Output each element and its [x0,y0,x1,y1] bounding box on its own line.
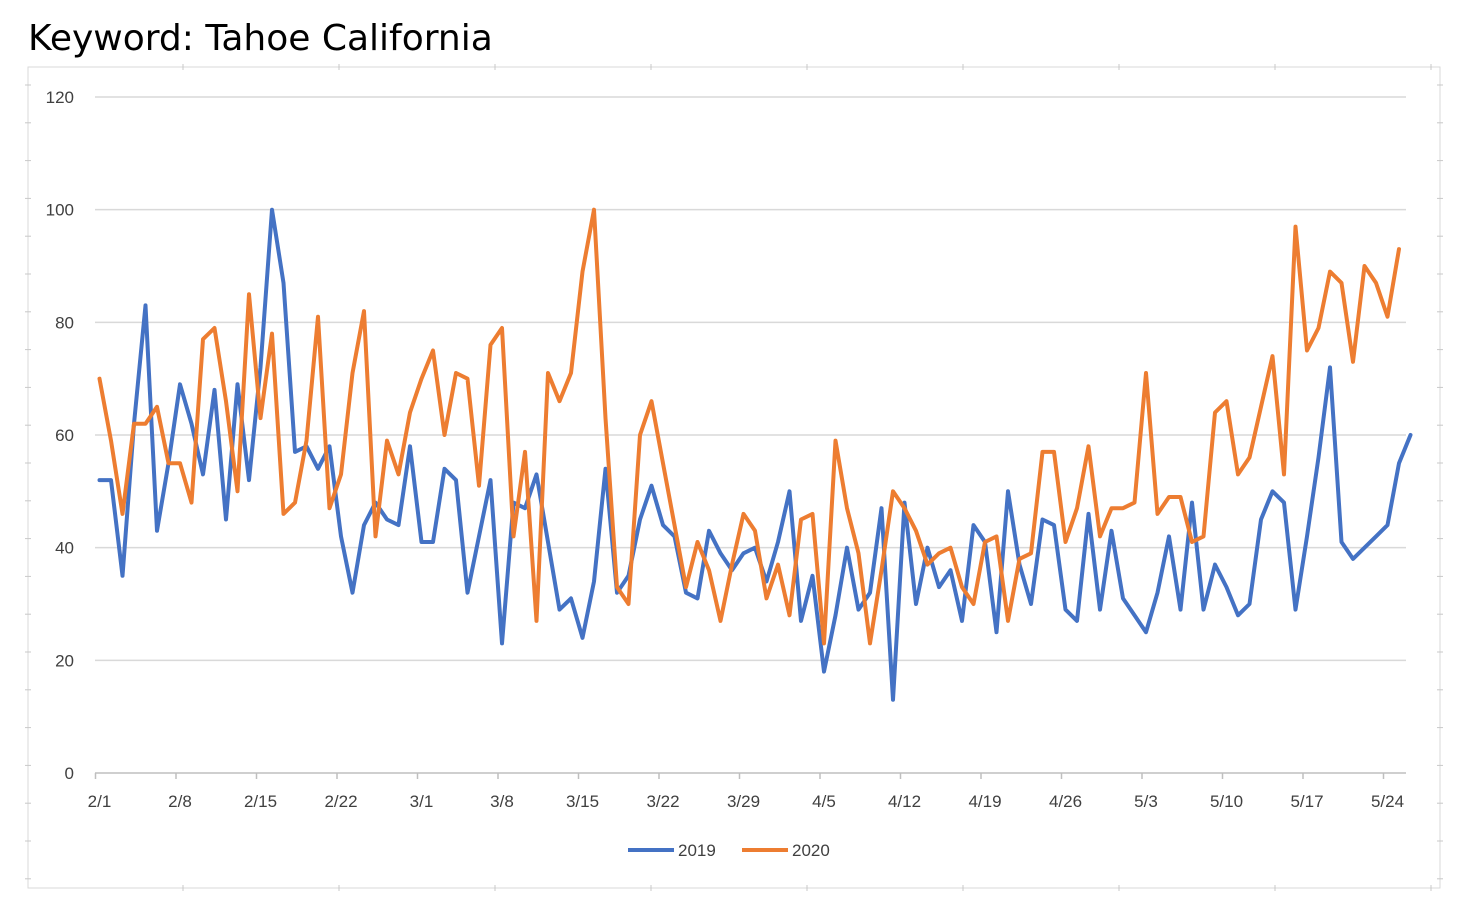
y-tick-label: 40 [55,539,74,558]
x-tick-label: 2/8 [168,792,192,811]
y-tick-label: 100 [46,201,74,220]
legend-label-2020: 2020 [792,841,830,860]
x-tick-label: 2/1 [88,792,112,811]
x-tick-label: 4/19 [968,792,1001,811]
series-line-2020 [97,207,1401,646]
chart-border [27,66,1441,889]
x-tick-label: 3/1 [410,792,434,811]
x-tick-label: 4/5 [812,792,836,811]
y-tick-label: 80 [55,313,74,332]
series-line-2019 [97,207,1413,702]
x-tick-label: 5/10 [1210,792,1243,811]
x-tick-label: 3/8 [490,792,514,811]
y-tick-label: 20 [55,651,74,670]
chart-frame [25,64,1443,891]
chart-title: Keyword: Tahoe California [28,18,493,59]
x-tick-label: 4/26 [1049,792,1082,811]
x-tick-label: 3/22 [646,792,679,811]
x-tick-label: 5/17 [1290,792,1323,811]
legend-label-2019: 2019 [678,841,716,860]
x-tick-label: 5/24 [1371,792,1404,811]
y-tick-label: 60 [55,426,74,445]
x-tick-label: 3/15 [566,792,599,811]
series-lines [97,207,1413,702]
axes: 0 20 40 60 80 100 120 2/1 2/8 2/15 2/22 3/1 3/8 3/15 3… [46,88,1406,811]
x-tick-label: 5/3 [1134,792,1158,811]
legend: 2019 2020 [628,841,830,860]
x-tick-label: 2/15 [244,792,277,811]
x-tick-label: 4/12 [888,792,921,811]
y-tick-label: 0 [65,764,74,783]
x-tick-label: 3/29 [727,792,760,811]
x-tick-label: 2/22 [324,792,357,811]
y-tick-label: 120 [46,88,74,107]
